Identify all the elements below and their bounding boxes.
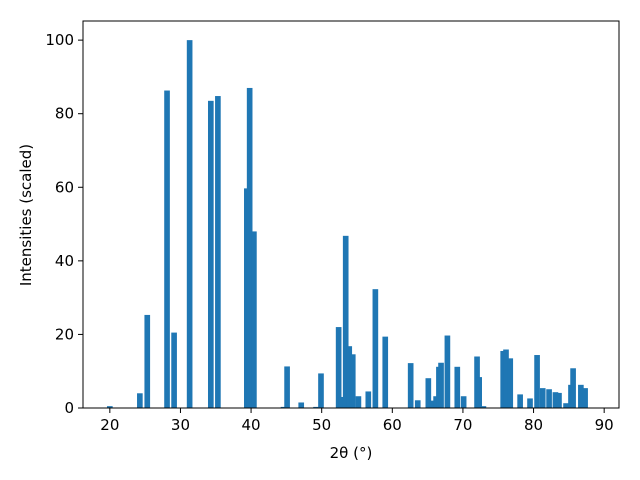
bar	[335, 327, 342, 408]
bar	[107, 406, 113, 408]
bar	[503, 349, 509, 408]
y-tick-label: 60	[55, 178, 74, 196]
bar	[429, 400, 435, 408]
bar	[570, 368, 576, 408]
bar	[382, 336, 389, 408]
x-tick-label: 40	[242, 416, 261, 434]
bar	[215, 96, 221, 408]
bar	[355, 396, 362, 408]
y-tick-label: 40	[55, 252, 74, 270]
bar	[346, 346, 353, 408]
x-tick-label: 70	[453, 416, 472, 434]
x-tick-label: 90	[595, 416, 614, 434]
bar	[414, 400, 421, 408]
bar	[280, 406, 287, 408]
bar	[284, 366, 290, 408]
bar	[539, 388, 546, 408]
bar	[365, 391, 372, 408]
bar	[480, 406, 487, 408]
bar	[338, 396, 345, 408]
bar	[342, 235, 349, 408]
bar	[171, 332, 177, 408]
y-tick-label: 20	[55, 325, 74, 343]
bar	[534, 355, 540, 408]
x-tick-label: 60	[383, 416, 402, 434]
bar	[298, 402, 305, 408]
bar	[552, 392, 559, 408]
bar	[144, 314, 151, 408]
bar	[137, 393, 143, 408]
bar	[556, 392, 562, 408]
bar	[517, 394, 523, 408]
bar	[438, 362, 444, 408]
plot-frame	[82, 20, 620, 409]
bar	[476, 377, 482, 408]
bar	[251, 231, 257, 408]
bar	[246, 87, 253, 409]
bar	[454, 366, 461, 408]
y-tick-label: 80	[55, 105, 74, 123]
bar	[318, 373, 324, 408]
bar	[313, 406, 319, 408]
x-axis-label: 2θ (°)	[330, 444, 373, 462]
bar	[582, 388, 588, 408]
bar	[460, 396, 467, 408]
bar	[425, 378, 432, 408]
bar	[372, 289, 379, 408]
bar	[527, 398, 533, 408]
bar	[186, 40, 193, 409]
bar	[349, 354, 356, 408]
y-tick-label: 100	[45, 31, 74, 49]
bar	[164, 90, 170, 409]
y-axis-label: Intensities (scaled)	[17, 144, 35, 286]
x-tick-label: 20	[100, 416, 119, 434]
bar	[444, 335, 451, 408]
y-tick-label: 0	[64, 399, 74, 417]
bar	[507, 358, 514, 408]
bar	[563, 403, 569, 408]
bar	[407, 363, 414, 408]
bar	[207, 100, 214, 409]
x-tick-label: 30	[171, 416, 190, 434]
bar	[578, 384, 584, 408]
x-tick-label: 50	[312, 416, 331, 434]
x-tick-label: 80	[524, 416, 543, 434]
bar	[546, 389, 552, 408]
